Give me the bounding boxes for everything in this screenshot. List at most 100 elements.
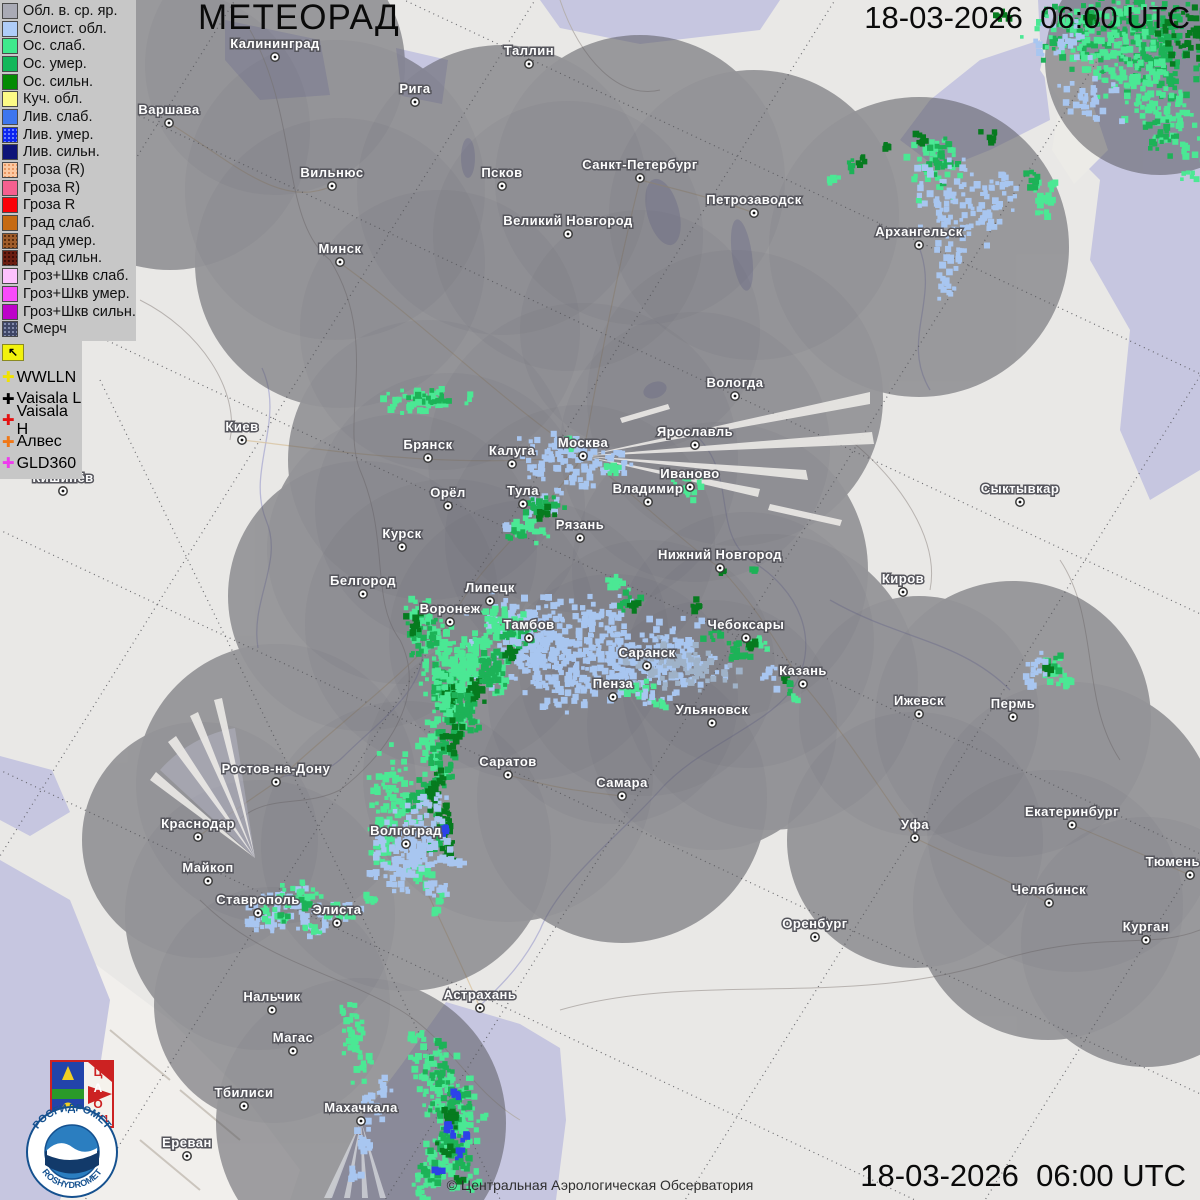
city-marker: Тамбов [502, 616, 556, 643]
legend-swatch [2, 285, 18, 302]
city-label: Вильнюс [300, 165, 363, 180]
city-marker: Орёл [429, 484, 467, 511]
city-label: Орёл [430, 485, 466, 500]
city-marker: Ярославль [655, 423, 734, 450]
legend-swatch [2, 20, 18, 37]
lightning-network-label: Vaisala L [16, 390, 82, 408]
city-label: Ростов-на-Дону [222, 761, 331, 776]
city-label: Уфа [901, 817, 929, 832]
city-label: Санкт-Петербург [582, 157, 698, 172]
tornado-icon: ↖ [2, 344, 24, 361]
city-label: Ижевск [894, 693, 944, 708]
lightning-cross-icon: ✚ [2, 390, 15, 408]
legend-label: Град сильн. [23, 250, 103, 267]
city-marker: Иваново [659, 465, 721, 492]
city-marker: Вильнюс [299, 164, 365, 191]
lightning-cross-icon: ✚ [2, 433, 15, 451]
city-marker: Оренбург [781, 915, 849, 942]
city-marker: Калуга [487, 442, 536, 469]
city-marker: Сыктывкар [979, 480, 1060, 507]
city-marker: Тбилиси [213, 1084, 274, 1111]
lightning-network-item: ✚ WWLLN [2, 367, 82, 389]
city-label: Астрахань [444, 987, 517, 1002]
city-marker: Владимир [611, 480, 684, 507]
city-label: Тбилиси [215, 1085, 274, 1100]
legend-label: Гроза (R) [23, 162, 85, 179]
city-marker: Краснодар [160, 815, 236, 842]
city-label: Майкоп [182, 860, 233, 875]
city-marker: Великий Новгород [502, 212, 634, 239]
legend-swatch [2, 108, 18, 125]
legend-label: Ос. слаб. [23, 38, 86, 55]
city-marker: Киев [224, 418, 260, 445]
legend-item: Гроза R) [2, 179, 136, 197]
legend-label: Смерч [23, 321, 67, 338]
city-marker: Липецк [464, 579, 516, 606]
lightning-legend-panel: ↖ ✚ WWLLN ✚ Vaisala L ✚ Vaisala H ✚ Алвес ✚ GLD36… [0, 341, 82, 479]
lightning-network-label: Vaisala H [16, 402, 68, 438]
legend-swatch [2, 38, 18, 55]
legend-label: Лив. слаб. [23, 108, 93, 125]
lightning-cross-icon: ✚ [2, 455, 15, 473]
city-label: Казань [779, 663, 827, 678]
city-label: Москва [558, 435, 609, 450]
city-label: Пермь [991, 696, 1035, 711]
city-marker: Ульяновск [674, 701, 749, 728]
city-label: Великий Новгород [503, 213, 633, 228]
city-marker: Курск [381, 525, 423, 552]
legend-item: Ос. сильн. [2, 73, 136, 91]
logo-org-letter: О [93, 1097, 102, 1111]
city-marker: Ставрополь [215, 891, 301, 918]
precipitation-layer [244, 0, 1200, 1200]
city-label: Чебоксары [708, 617, 785, 632]
city-marker: Рязань [554, 516, 605, 543]
city-label: Ставрополь [216, 892, 300, 907]
legend-swatch [2, 55, 18, 72]
city-marker: Элиста [311, 901, 363, 928]
lightning-network-item: ✚ GLD360 [2, 453, 82, 475]
city-label: Вологда [707, 375, 764, 390]
legend-label: Гроза R) [23, 179, 81, 196]
city-marker: Тула [506, 482, 540, 509]
legend-item: Гроза R [2, 197, 136, 215]
legend-panel: Обл. в. ср. яр. Слоист. обл. Ос. слаб. Ос. … [0, 0, 136, 342]
city-marker: Казань [778, 662, 828, 689]
legend-swatch [2, 303, 18, 320]
city-marker: Таллин [502, 42, 555, 69]
city-label: Рига [399, 81, 431, 96]
city-label: Варшава [138, 102, 199, 117]
legend-label: Ос. умер. [23, 55, 87, 72]
city-marker: Пенза [591, 675, 634, 702]
legend-swatch [2, 232, 18, 249]
legend-item: Обл. в. ср. яр. [2, 2, 136, 20]
legend-label: Град слаб. [23, 215, 95, 232]
city-marker: Саратов [478, 753, 538, 780]
lightning-network-label: WWLLN [16, 368, 77, 386]
city-marker: Минск [317, 240, 362, 267]
city-label: Нальчик [243, 989, 300, 1004]
city-label: Киров [882, 571, 924, 586]
city-label: Магас [273, 1030, 314, 1045]
legend-swatch [2, 91, 18, 108]
city-marker: Ижевск [892, 692, 945, 719]
legend-item: Гроза (R) [2, 161, 136, 179]
city-marker: Ереван [161, 1134, 213, 1161]
lightning-network-item: ✚ Vaisala H [2, 403, 82, 438]
city-label: Тамбов [503, 617, 554, 632]
city-marker: Нижний Новгород [656, 546, 783, 573]
city-marker: Тюмень [1144, 853, 1200, 880]
lightning-cross-icon: ✚ [2, 412, 15, 430]
city-label: Рязань [556, 517, 604, 532]
city-marker: Воронеж [418, 600, 482, 627]
lightning-cross-icon: ✚ [2, 369, 15, 387]
legend-item: Смерч [2, 320, 136, 338]
city-label: Воронеж [420, 601, 481, 616]
lightning-network-label: Алвес [16, 433, 62, 451]
city-marker: Рига [398, 80, 432, 107]
city-marker: Пермь [989, 695, 1036, 722]
city-label: Оренбург [782, 916, 847, 931]
city-marker: Москва [556, 434, 609, 461]
legend-swatch [2, 197, 18, 214]
